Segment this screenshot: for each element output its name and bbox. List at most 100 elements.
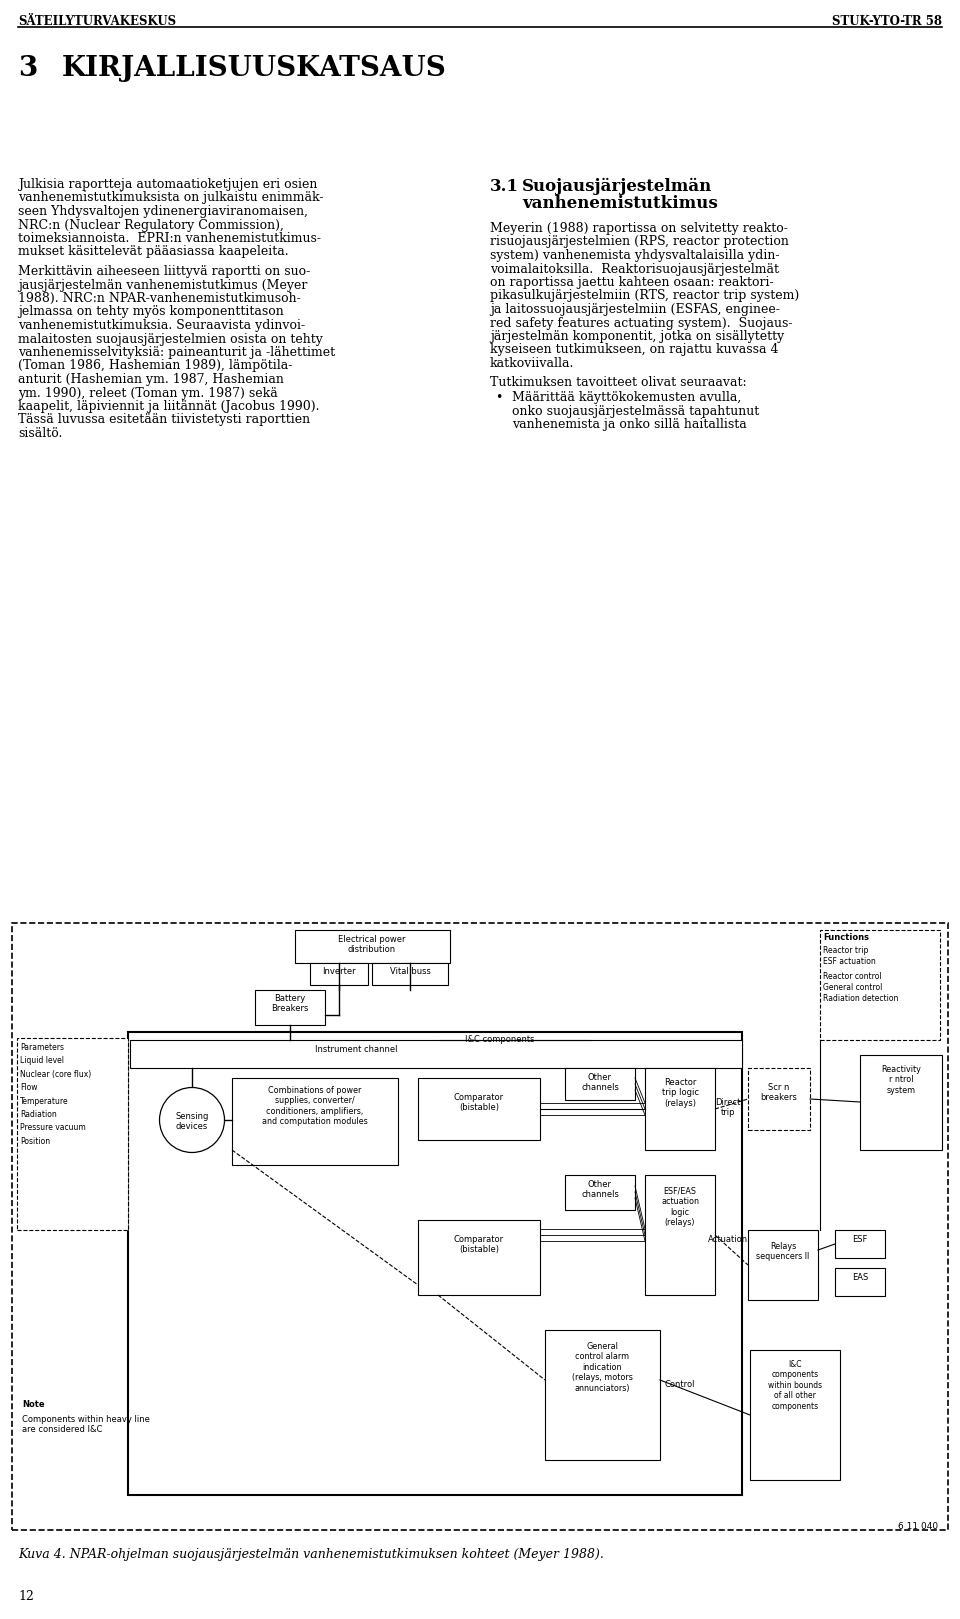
- Text: ESF/EAS
actuation
logic
(relays): ESF/EAS actuation logic (relays): [661, 1187, 699, 1227]
- Bar: [372, 963, 448, 984]
- Text: Direct
trip: Direct trip: [715, 1098, 741, 1117]
- Text: General
control alarm
indication
(relays, motors
annunciators): General control alarm indication (relays…: [571, 1342, 633, 1392]
- Text: Control: Control: [664, 1379, 695, 1389]
- Text: Parameters: Parameters: [20, 1043, 64, 1052]
- Text: risuojausjärjestelmien (RPS, reactor protection: risuojausjärjestelmien (RPS, reactor pro…: [490, 235, 789, 248]
- Text: toimeksiannoista.  EPRI:n vanhenemistutkimus-: toimeksiannoista. EPRI:n vanhenemistutki…: [18, 232, 321, 244]
- Ellipse shape: [159, 1088, 225, 1153]
- Text: Määrittää käyttökokemusten avulla,: Määrittää käyttökokemusten avulla,: [512, 392, 741, 405]
- Text: Comparator
(bistable): Comparator (bistable): [454, 1093, 504, 1112]
- Text: Combinations of power
supplies, converter/
conditioners, amplifiers,
and computa: Combinations of power supplies, converte…: [262, 1086, 368, 1127]
- Text: system) vanhenemista yhdysvaltalaisilla ydin-: system) vanhenemista yhdysvaltalaisilla …: [490, 249, 780, 262]
- Text: Other
channels: Other channels: [581, 1180, 619, 1200]
- Text: vanhenemista ja onko sillä haitallista: vanhenemista ja onko sillä haitallista: [512, 418, 747, 431]
- Text: 3.1: 3.1: [490, 178, 519, 194]
- Text: Nuclear (core flux): Nuclear (core flux): [20, 1070, 91, 1078]
- Text: Tässä luvussa esitetään tiivistetysti raporttien: Tässä luvussa esitetään tiivistetysti ra…: [18, 413, 310, 426]
- Text: Note: Note: [22, 1400, 44, 1409]
- Text: General control: General control: [823, 983, 882, 992]
- Text: Radiation detection: Radiation detection: [823, 994, 899, 1004]
- Text: voimalaitoksilla.  Reaktorisuojausjärjestelmät: voimalaitoksilla. Reaktorisuojausjärjest…: [490, 262, 779, 275]
- Text: Reactor control: Reactor control: [823, 971, 881, 981]
- Text: NRC:n (Nuclear Regulatory Commission),: NRC:n (Nuclear Regulatory Commission),: [18, 219, 284, 232]
- Text: I&C
components
within bounds
of all other
components: I&C components within bounds of all othe…: [768, 1360, 822, 1410]
- Text: malaitosten suojausjärjestelmien osista on tehty: malaitosten suojausjärjestelmien osista …: [18, 332, 323, 345]
- Text: Julkisia raportteja automaatioketjujen eri osien: Julkisia raportteja automaatioketjujen e…: [18, 178, 318, 191]
- Text: kaapelit, läpiviennit ja liitännät (Jacobus 1990).: kaapelit, läpiviennit ja liitännät (Jaco…: [18, 400, 320, 413]
- Bar: [295, 929, 450, 963]
- Bar: [645, 1069, 715, 1149]
- Bar: [128, 1031, 742, 1494]
- Text: Sensing
devices: Sensing devices: [176, 1112, 208, 1132]
- Text: Radiation: Radiation: [20, 1111, 57, 1119]
- Text: Pressure vacuum: Pressure vacuum: [20, 1124, 85, 1133]
- Text: vanhenemisselvityksiä: paineanturit ja -lähettimet: vanhenemisselvityksiä: paineanturit ja -…: [18, 346, 335, 359]
- Text: Reactor trip: Reactor trip: [823, 945, 869, 955]
- Text: mukset käsittelevät pääasiassa kaapeleita.: mukset käsittelevät pääasiassa kaapeleit…: [18, 246, 289, 259]
- Text: Electrical power
distribution: Electrical power distribution: [338, 936, 406, 954]
- Text: Meyerin (1988) raportissa on selvitetty reakto-: Meyerin (1988) raportissa on selvitetty …: [490, 222, 788, 235]
- Bar: [418, 1221, 540, 1295]
- Text: Instrument channel: Instrument channel: [315, 1044, 397, 1054]
- Text: ESF: ESF: [852, 1235, 868, 1243]
- Bar: [565, 1069, 635, 1099]
- Text: Reactivity
r ntrol
system: Reactivity r ntrol system: [881, 1065, 921, 1094]
- Bar: [835, 1230, 885, 1258]
- Text: EAS: EAS: [852, 1273, 868, 1282]
- Bar: [232, 1078, 398, 1166]
- Bar: [310, 963, 368, 984]
- Text: järjestelmän komponentit, jotka on sisällytetty: järjestelmän komponentit, jotka on sisäl…: [490, 330, 784, 343]
- Text: sisältö.: sisältö.: [18, 427, 62, 440]
- Text: ja laitossuojausjärjestelmiin (ESFAS, enginee-: ja laitossuojausjärjestelmiin (ESFAS, en…: [490, 303, 780, 316]
- Text: Relays
sequencers II: Relays sequencers II: [756, 1242, 809, 1261]
- Text: Merkittävin aiheeseen liittyvä raportti on suo-: Merkittävin aiheeseen liittyvä raportti …: [18, 266, 310, 278]
- Bar: [17, 1038, 128, 1230]
- Text: on raportissa jaettu kahteen osaan: reaktori-: on raportissa jaettu kahteen osaan: reak…: [490, 275, 774, 290]
- Text: Scr n
breakers: Scr n breakers: [760, 1083, 798, 1103]
- Text: vanhenemistutkimuksia. Seuraavista ydinvoi-: vanhenemistutkimuksia. Seuraavista ydinv…: [18, 319, 305, 332]
- Text: vanhenemistutkimus: vanhenemistutkimus: [522, 194, 718, 212]
- Text: vanhenemistutkimuksista on julkaistu enimmäk-: vanhenemistutkimuksista on julkaistu eni…: [18, 191, 324, 204]
- Bar: [835, 1268, 885, 1295]
- Bar: [545, 1329, 660, 1460]
- Text: Suojausjärjestelmän: Suojausjärjestelmän: [522, 178, 712, 196]
- Text: jausjärjestelmän vanhenemistutkimus (Meyer: jausjärjestelmän vanhenemistutkimus (Mey…: [18, 278, 307, 291]
- Text: (Toman 1986, Hashemian 1989), lämpötila-: (Toman 1986, Hashemian 1989), lämpötila-: [18, 359, 293, 372]
- Bar: [130, 1039, 742, 1069]
- Bar: [748, 1069, 810, 1130]
- Text: red safety features actuating system).  Suojaus-: red safety features actuating system). S…: [490, 316, 793, 330]
- Text: I&C components: I&C components: [466, 1035, 535, 1044]
- Text: Battery
Breakers: Battery Breakers: [272, 994, 309, 1013]
- Text: 6 11 040: 6 11 040: [898, 1522, 938, 1532]
- Bar: [750, 1350, 840, 1480]
- Text: 12: 12: [18, 1590, 34, 1603]
- Text: jelmassa on tehty myös komponenttitason: jelmassa on tehty myös komponenttitason: [18, 306, 284, 319]
- Text: Actuation: Actuation: [708, 1235, 748, 1243]
- Text: Temperature: Temperature: [20, 1096, 68, 1106]
- Text: KIRJALLISUUSKATSAUS: KIRJALLISUUSKATSAUS: [62, 55, 446, 83]
- Bar: [12, 923, 948, 1530]
- Bar: [820, 929, 940, 1039]
- Text: •: •: [495, 392, 502, 405]
- Bar: [748, 1230, 818, 1300]
- Text: Reactor
trip logic
(relays): Reactor trip logic (relays): [661, 1078, 699, 1107]
- Text: Kuva 4. NPAR-ohjelman suojausjärjestelmän vanhenemistutkimuksen kohteet (Meyer 1: Kuva 4. NPAR-ohjelman suojausjärjestelmä…: [18, 1548, 604, 1561]
- Text: 1988). NRC:n NPAR-vanhenemistutkimusoh-: 1988). NRC:n NPAR-vanhenemistutkimusoh-: [18, 291, 300, 304]
- Text: onko suojausjärjestelmässä tapahtunut: onko suojausjärjestelmässä tapahtunut: [512, 405, 759, 418]
- Bar: [860, 1056, 942, 1149]
- Text: Other
channels: Other channels: [581, 1073, 619, 1093]
- Bar: [645, 1175, 715, 1295]
- Text: Vital buss: Vital buss: [390, 967, 430, 976]
- Bar: [255, 989, 325, 1025]
- Text: Functions: Functions: [823, 933, 869, 942]
- Text: SÄTEILYTURVAKESKUS: SÄTEILYTURVAKESKUS: [18, 15, 176, 28]
- Bar: [418, 1078, 540, 1140]
- Text: Comparator
(bistable): Comparator (bistable): [454, 1235, 504, 1255]
- Text: 3: 3: [18, 55, 37, 83]
- Text: katkoviivalla.: katkoviivalla.: [490, 358, 574, 371]
- Text: Liquid level: Liquid level: [20, 1056, 64, 1065]
- Text: Inverter: Inverter: [323, 967, 356, 976]
- Text: kyseiseen tutkimukseen, on rajattu kuvassa 4: kyseiseen tutkimukseen, on rajattu kuvas…: [490, 343, 779, 356]
- Text: ym. 1990), releet (Toman ym. 1987) sekä: ym. 1990), releet (Toman ym. 1987) sekä: [18, 387, 277, 400]
- Text: STUK-YTO-TR 58: STUK-YTO-TR 58: [832, 15, 942, 28]
